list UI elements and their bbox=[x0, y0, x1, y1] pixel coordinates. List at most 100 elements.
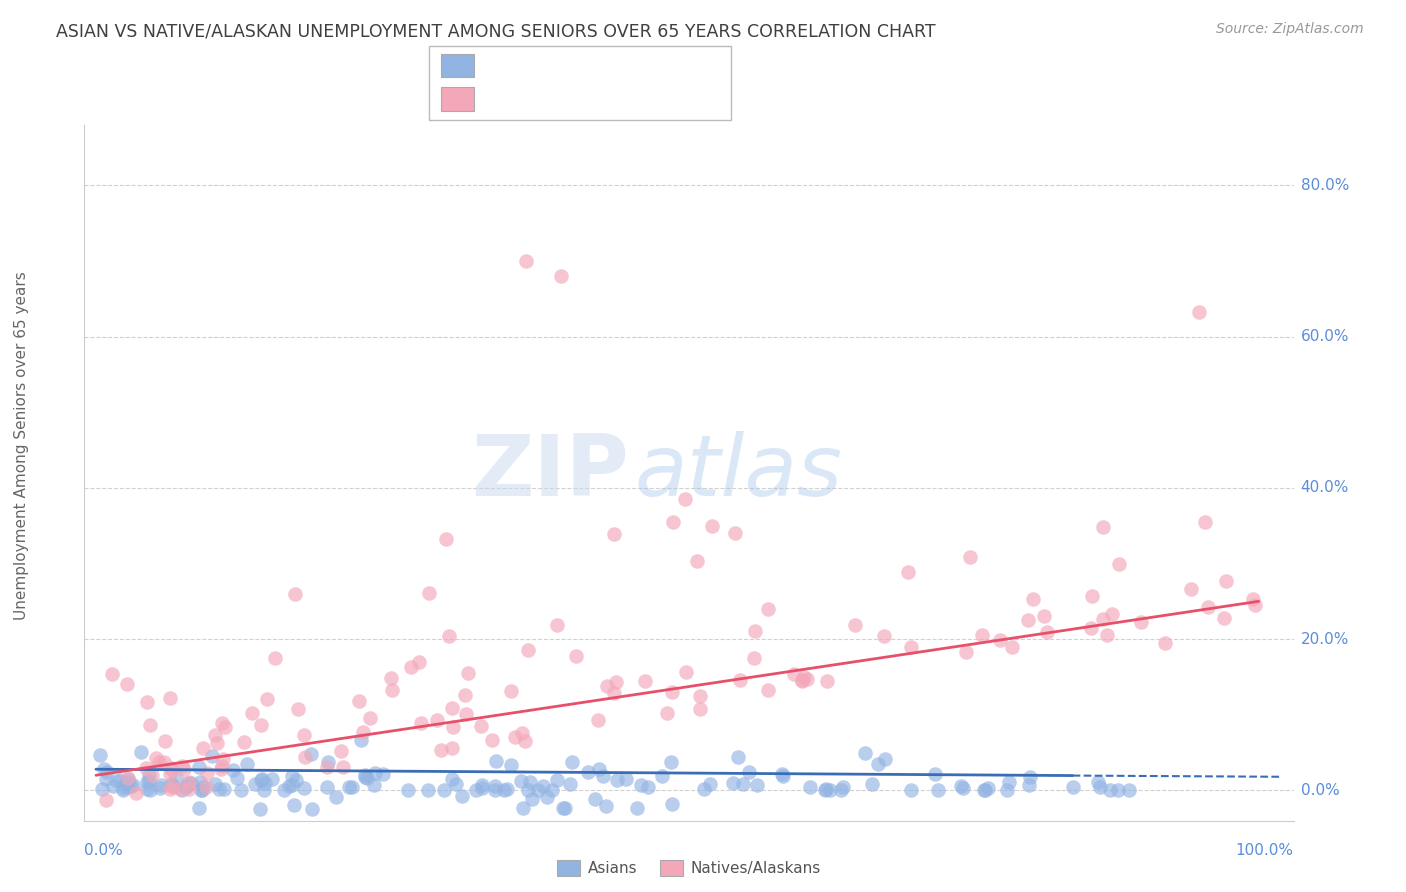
Point bbox=[516, 643, 538, 657]
Point bbox=[139, 782, 162, 797]
Point bbox=[112, 782, 135, 797]
Point bbox=[693, 782, 716, 797]
Point bbox=[1062, 780, 1084, 794]
Point bbox=[1091, 612, 1114, 626]
Point bbox=[172, 759, 194, 773]
Point bbox=[190, 774, 212, 789]
Point bbox=[626, 800, 648, 814]
Point bbox=[699, 777, 721, 791]
Point bbox=[135, 781, 157, 796]
Point bbox=[702, 518, 724, 533]
Point bbox=[120, 779, 142, 793]
Point bbox=[233, 735, 256, 749]
Point bbox=[796, 672, 818, 686]
Point bbox=[515, 254, 537, 268]
Point bbox=[240, 706, 263, 720]
Point bbox=[172, 782, 194, 797]
Point bbox=[565, 648, 588, 663]
Point bbox=[998, 775, 1021, 789]
Point bbox=[457, 666, 479, 681]
Text: 40.0%: 40.0% bbox=[1301, 481, 1348, 495]
Text: N =: N = bbox=[610, 90, 647, 108]
Point bbox=[399, 660, 422, 674]
Point bbox=[972, 628, 994, 642]
Point bbox=[359, 711, 381, 725]
Point bbox=[484, 780, 506, 794]
Point bbox=[91, 781, 114, 796]
Point bbox=[813, 782, 835, 797]
Point bbox=[630, 778, 652, 792]
Point bbox=[316, 755, 339, 769]
Point bbox=[470, 719, 492, 733]
Legend: Asians, Natives/Alaskans: Asians, Natives/Alaskans bbox=[551, 855, 827, 882]
Point bbox=[1241, 591, 1264, 606]
Point bbox=[657, 706, 679, 720]
Point bbox=[211, 759, 233, 773]
Point bbox=[292, 781, 315, 796]
Point bbox=[546, 617, 568, 632]
Text: -0.194: -0.194 bbox=[531, 57, 591, 75]
Point bbox=[433, 782, 456, 797]
Point bbox=[117, 780, 139, 794]
Point bbox=[744, 624, 766, 638]
Point bbox=[440, 741, 463, 756]
Point bbox=[450, 789, 472, 803]
Point bbox=[191, 741, 214, 756]
Point bbox=[900, 640, 922, 654]
Text: 0.414: 0.414 bbox=[531, 90, 591, 108]
Point bbox=[162, 780, 184, 794]
Text: 0.0%: 0.0% bbox=[1301, 783, 1340, 797]
Point bbox=[551, 801, 574, 815]
Point bbox=[145, 750, 167, 764]
Point bbox=[605, 675, 627, 690]
Point bbox=[136, 775, 159, 789]
Point bbox=[686, 553, 709, 567]
Point bbox=[738, 764, 761, 779]
Point bbox=[281, 769, 304, 783]
Point bbox=[117, 771, 139, 785]
Point bbox=[350, 732, 373, 747]
Point bbox=[1129, 615, 1152, 629]
Point bbox=[124, 786, 146, 800]
Point bbox=[576, 764, 599, 779]
Point bbox=[101, 666, 124, 681]
Point bbox=[356, 772, 378, 786]
Point bbox=[195, 765, 218, 780]
Point bbox=[661, 685, 683, 699]
Point bbox=[253, 782, 276, 797]
Point bbox=[149, 780, 172, 795]
Point bbox=[496, 782, 519, 797]
Point bbox=[1197, 599, 1219, 614]
Point bbox=[1095, 628, 1118, 642]
Point bbox=[363, 777, 385, 791]
Bar bbox=[441, 54, 474, 77]
Point bbox=[250, 772, 273, 787]
Point bbox=[101, 779, 124, 793]
Point bbox=[159, 767, 181, 781]
Point bbox=[900, 782, 922, 797]
Point bbox=[634, 674, 657, 689]
Point bbox=[792, 674, 814, 689]
Point bbox=[1036, 624, 1059, 639]
Point bbox=[190, 782, 212, 797]
Point bbox=[105, 773, 128, 788]
Point bbox=[117, 772, 139, 787]
Point bbox=[96, 793, 118, 807]
Point bbox=[977, 780, 1000, 795]
Point bbox=[723, 776, 745, 790]
Point bbox=[606, 773, 628, 788]
Point bbox=[177, 781, 200, 796]
Point bbox=[256, 691, 278, 706]
Point bbox=[354, 770, 377, 784]
Point bbox=[174, 780, 197, 795]
Point bbox=[1088, 780, 1111, 795]
Point bbox=[950, 779, 973, 793]
Point bbox=[550, 269, 572, 284]
Point bbox=[226, 771, 249, 785]
Point bbox=[481, 733, 503, 747]
Point bbox=[536, 789, 558, 804]
Text: 20.0%: 20.0% bbox=[1301, 632, 1348, 647]
Point bbox=[112, 781, 135, 796]
Point bbox=[1108, 557, 1130, 571]
Point bbox=[1180, 582, 1202, 596]
